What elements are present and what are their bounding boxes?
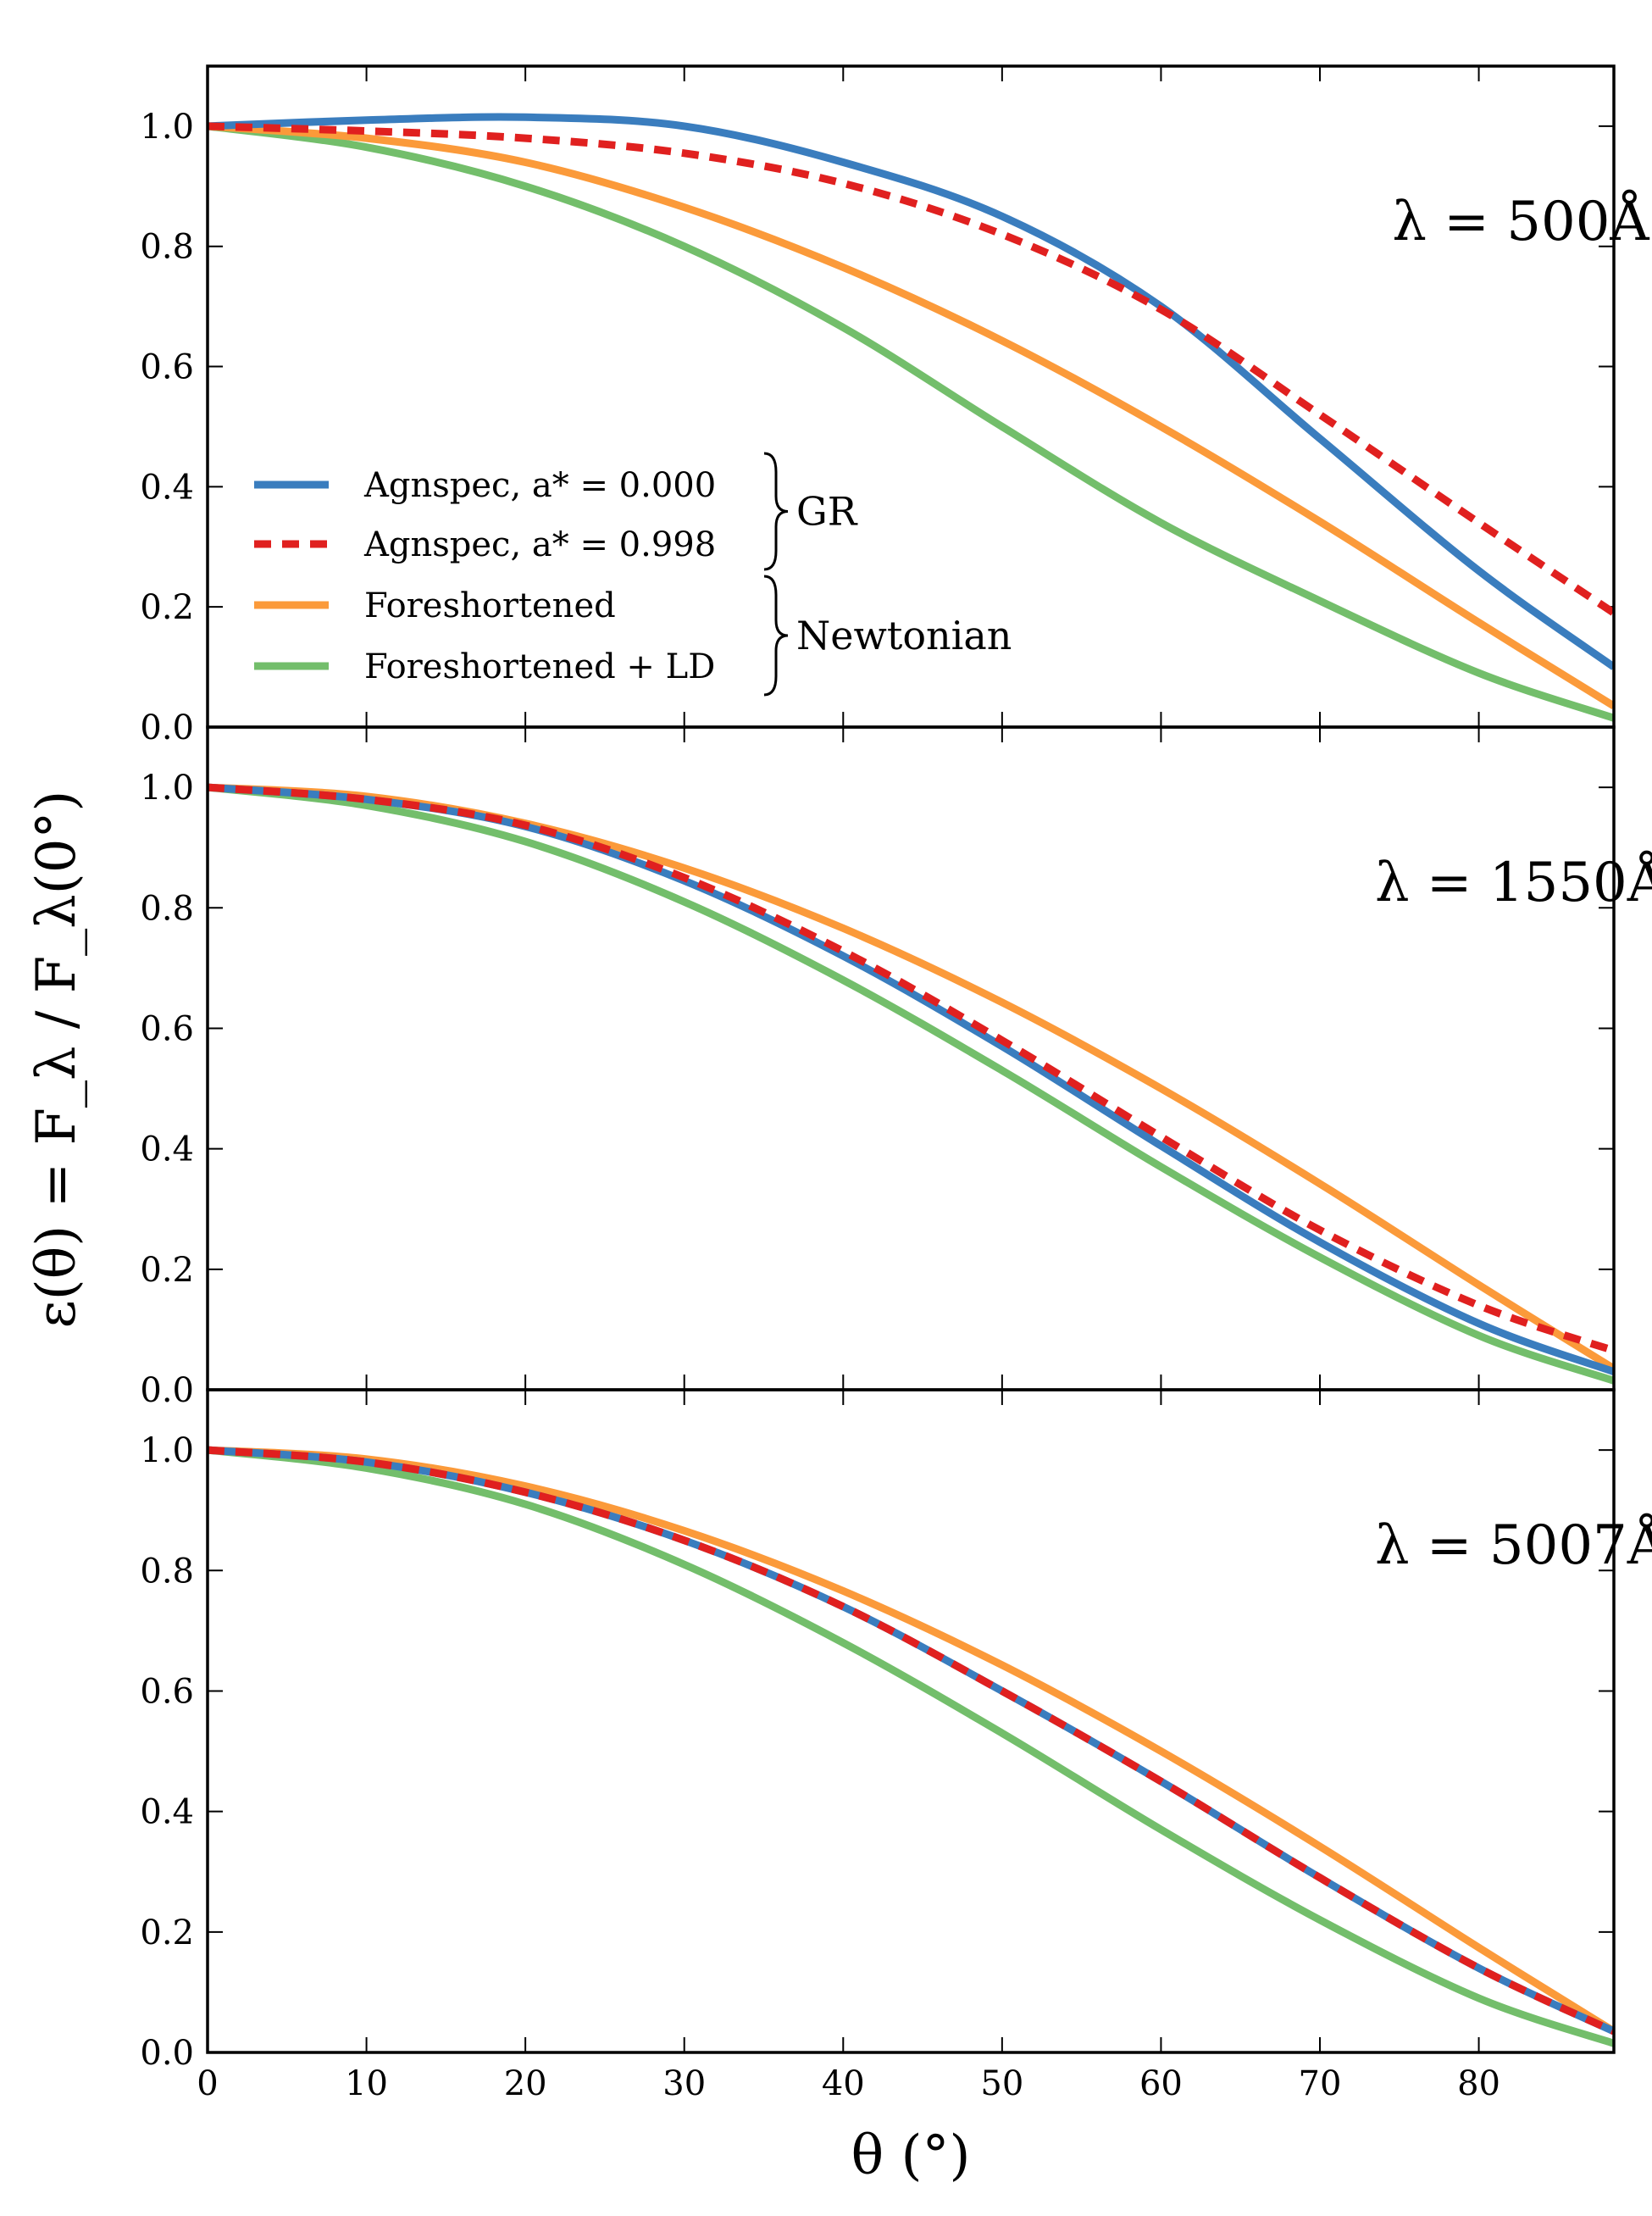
y-tick-label: 0.8 — [140, 889, 194, 928]
legend-brace-gr — [763, 452, 789, 571]
x-tick-label: 70 — [1299, 2064, 1342, 2103]
legend-label: Agnspec, a* = 0.000 — [363, 466, 716, 505]
legend-brace-newtonian — [763, 575, 789, 697]
y-tick-label: 0.2 — [140, 588, 194, 627]
panel-3: 0.0 0.2 0.4 0.6 0.8 1.0 λ = 5007Å — [140, 1388, 1652, 2073]
legend-group-label: Newtonian — [796, 613, 1012, 658]
x-tick-label: 10 — [345, 2064, 388, 2103]
legend-group-label: GR — [796, 489, 858, 535]
x-tick-label: 30 — [662, 2064, 706, 2103]
y-tick-label: 0.2 — [140, 1913, 194, 1952]
panel-label: λ = 5007Å — [1375, 1513, 1652, 1577]
y-tick-label: 1.0 — [140, 769, 194, 808]
series-line-foreshortened_ld — [208, 1446, 1614, 2047]
series-line-agnspec_a998 — [208, 783, 1614, 1355]
panel-label: λ = 1550Å — [1375, 851, 1652, 914]
y-axis-title: ε(θ) = F_λ / F_λ(0°) — [25, 791, 88, 1329]
x-tick-label: 20 — [504, 2064, 547, 2103]
y-tick-label: 0.4 — [140, 1130, 194, 1169]
y-tick-label: 0.8 — [140, 228, 194, 267]
legend: Agnspec, a* = 0.000 Agnspec, a* = 0.998 Fo… — [254, 452, 1012, 697]
series-line-foreshortened — [208, 1446, 1614, 2035]
x-tick-label: 80 — [1457, 2064, 1500, 2103]
x-tick-label: 40 — [822, 2064, 865, 2103]
y-tick-label: 0.4 — [140, 468, 194, 507]
y-tick-label: 0.6 — [140, 1672, 194, 1711]
y-tick-label: 1.0 — [140, 108, 194, 147]
y-tick-label: 0.4 — [140, 1793, 194, 1832]
y-tick-label: 0.0 — [140, 2034, 194, 2073]
y-tick-label: 0.0 — [140, 708, 194, 747]
x-axis-title: θ (°) — [851, 2124, 971, 2187]
series-line-agnspec_a998 — [208, 1446, 1614, 2035]
series-line-foreshortened_ld — [208, 783, 1614, 1385]
x-tick-label: 50 — [980, 2064, 1023, 2103]
y-tick-label: 0.2 — [140, 1251, 194, 1290]
series-line-foreshortened — [208, 122, 1614, 710]
series-line-agnspec_a998 — [208, 122, 1614, 617]
panel-frame — [206, 1388, 1616, 2054]
panel-2: 0.0 0.2 0.4 0.6 0.8 1.0 λ = 1550Å — [140, 725, 1652, 1410]
legend-label: Foreshortened — [364, 586, 616, 625]
series-line-agnspec_a0 — [208, 783, 1614, 1375]
panel-1: 0.0 0.2 0.4 0.6 0.8 1.0 λ = 500Å — [140, 64, 1649, 747]
y-tick-label: 0.0 — [140, 1371, 194, 1410]
x-tick-label: 0 — [197, 2064, 218, 2103]
y-tick-label: 0.6 — [140, 1009, 194, 1048]
series-line-agnspec_a0 — [208, 113, 1614, 670]
legend-label: Foreshortened + LD — [364, 647, 715, 686]
series-line-foreshortened_ld — [208, 122, 1614, 722]
panel-label: λ = 500Å — [1392, 190, 1649, 253]
x-tick-label: 60 — [1139, 2064, 1183, 2103]
y-tick-label: 0.8 — [140, 1552, 194, 1591]
legend-label: Agnspec, a* = 0.998 — [363, 525, 716, 564]
y-tick-label: 0.6 — [140, 348, 194, 387]
y-tick-label: 1.0 — [140, 1431, 194, 1470]
